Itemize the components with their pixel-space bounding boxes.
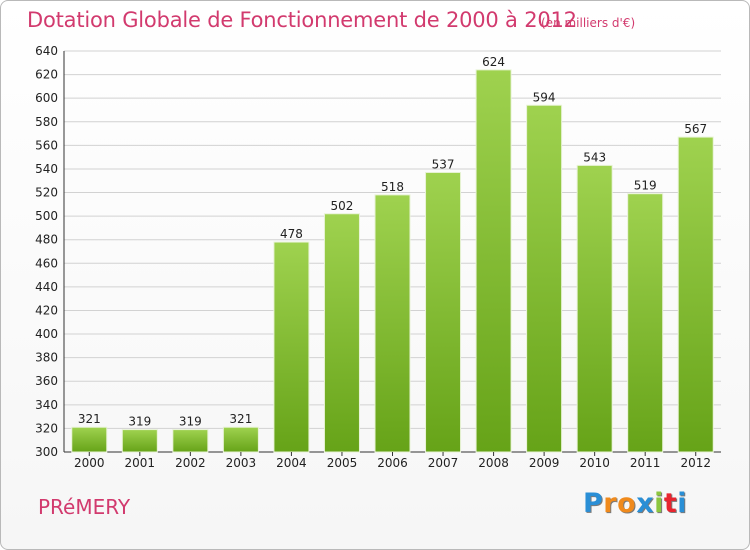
bar-value-label: 519 (634, 179, 657, 193)
bar-2000 (71, 426, 108, 453)
bar-value-label: 624 (482, 55, 505, 69)
bar-value-label: 567 (684, 122, 707, 136)
bar-2011 (627, 193, 664, 453)
y-tick-label: 380 (35, 351, 58, 365)
logo-letter: r (603, 488, 618, 519)
bar-2008 (475, 69, 512, 453)
x-tick-label: 2012 (680, 456, 711, 470)
y-tick-label: 500 (35, 209, 58, 223)
bar-value-label: 594 (533, 90, 556, 104)
chart-title: Dotation Globale de Fonctionnement de 20… (27, 8, 577, 32)
logo-letter: t (663, 488, 678, 519)
bar-value-label: 321 (229, 412, 252, 426)
x-tick-label: 2010 (579, 456, 610, 470)
logo-letter: o (617, 488, 637, 519)
bars: 321 319 319 321 478 502 518 537 624 594 543 519 567 (71, 55, 714, 453)
x-tick-label: 2000 (74, 456, 105, 470)
y-tick-label: 640 (35, 44, 58, 58)
bar-2001 (121, 429, 158, 453)
y-tick-label: 620 (35, 68, 58, 82)
logo-letter: i (654, 488, 664, 519)
x-tick-label: 2009 (529, 456, 560, 470)
y-tick-label: 560 (35, 138, 58, 152)
y-tick-label: 480 (35, 233, 58, 247)
y-tick-label: 460 (35, 256, 58, 270)
bar-2010 (576, 164, 613, 453)
y-tick-label: 300 (35, 445, 58, 459)
bar-value-label: 321 (78, 412, 101, 426)
x-tick-label: 2006 (377, 456, 408, 470)
y-axis-tick-labels: 300 320 340 360 380 400 420 440 460 480 500 520 540 5… (35, 44, 58, 459)
y-tick-label: 340 (35, 398, 58, 412)
y-tick-label: 400 (35, 327, 58, 341)
y-tick-label: 580 (35, 115, 58, 129)
x-tick-label: 2001 (125, 456, 156, 470)
proxiti-logo: Proxiti (583, 488, 687, 519)
bar-value-label: 319 (128, 415, 151, 429)
y-tick-label: 600 (35, 91, 58, 105)
y-tick-label: 540 (35, 162, 58, 176)
bar-2002 (172, 429, 209, 453)
bar-2012 (677, 136, 714, 453)
logo-letter: x (636, 488, 655, 519)
logo-letter: i (677, 488, 688, 519)
bar-value-label: 543 (583, 150, 606, 164)
y-tick-label: 360 (35, 374, 58, 388)
bar-2004 (273, 241, 310, 453)
chart-subtitle: (en milliers d'€) (541, 16, 636, 30)
bar-2006 (374, 194, 411, 453)
y-tick-label: 440 (35, 280, 58, 294)
bar-value-label: 478 (280, 227, 303, 241)
x-tick-label: 2003 (226, 456, 257, 470)
y-tick-label: 420 (35, 303, 58, 317)
x-tick-label: 2005 (327, 456, 358, 470)
logo-letter: P (583, 488, 604, 519)
x-axis-tick-labels: 2000 2001 2002 2003 2004 2005 2006 2007 2008 2009… (74, 452, 711, 470)
bar-2007 (425, 171, 462, 453)
x-tick-label: 2004 (276, 456, 307, 470)
bar-2005 (323, 213, 360, 453)
bar-value-label: 518 (381, 180, 404, 194)
bar-2009 (526, 104, 563, 453)
bar-value-label: 319 (179, 415, 202, 429)
bar-value-label: 537 (432, 157, 455, 171)
bar-value-label: 502 (331, 199, 354, 213)
x-tick-label: 2011 (630, 456, 661, 470)
x-tick-label: 2007 (428, 456, 459, 470)
bar-2003 (222, 426, 259, 453)
x-tick-label: 2008 (478, 456, 509, 470)
commune-name: PRéMERY (38, 495, 131, 519)
y-tick-label: 320 (35, 421, 58, 435)
y-tick-label: 520 (35, 186, 58, 200)
x-tick-label: 2002 (175, 456, 206, 470)
